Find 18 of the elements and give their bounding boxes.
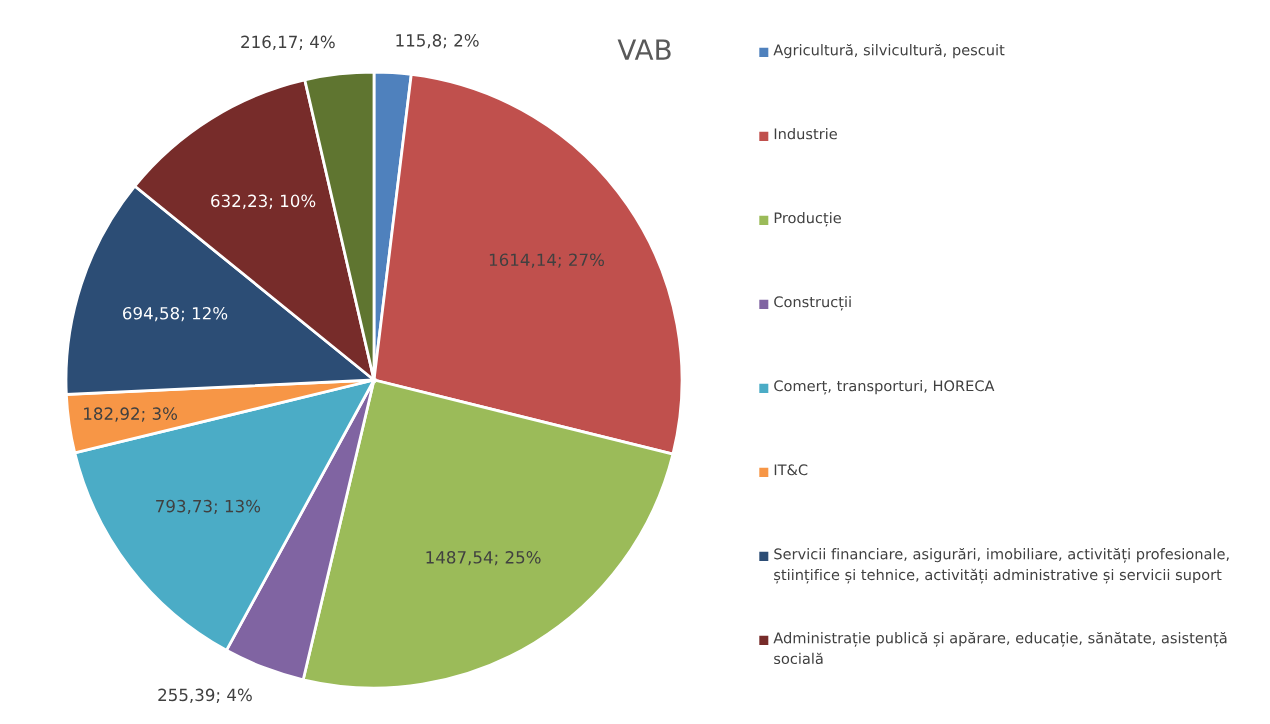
data-label: 632,23; 10% — [211, 194, 316, 209]
legend-label: Servicii financiare, asigurări, imobiliare, activități profesionale, științifice și tehnice, activități administrative și servicii suport — [774, 548, 1229, 584]
legend-label: IT&C — [774, 464, 808, 476]
data-label: 182,92; 3% — [84, 407, 178, 422]
data-label: 115,8; 2% — [396, 34, 479, 49]
legend-label: Producție — [774, 212, 841, 227]
data-label: 1487,54; 25% — [426, 551, 541, 566]
data-label: 694,58; 12% — [123, 306, 228, 322]
legend-label: Comerț, transporturi, HORECA — [774, 380, 995, 395]
data-label: 1614,14; 27% — [489, 253, 604, 268]
chart-title: VAB — [617, 39, 671, 60]
legend-label: Industrie — [774, 128, 837, 140]
legend-label: Construcții — [774, 296, 851, 311]
data-label: 255,39; 4% — [158, 688, 252, 703]
legend-label: Agricultură, silvicultură, pescuit — [773, 44, 1005, 59]
data-label: 793,73; 13% — [156, 499, 261, 515]
legend-label: Administrație publică și apărare, educație, sănătate, asistență socială — [773, 632, 1227, 665]
data-label: 216,17; 4% — [241, 35, 335, 50]
